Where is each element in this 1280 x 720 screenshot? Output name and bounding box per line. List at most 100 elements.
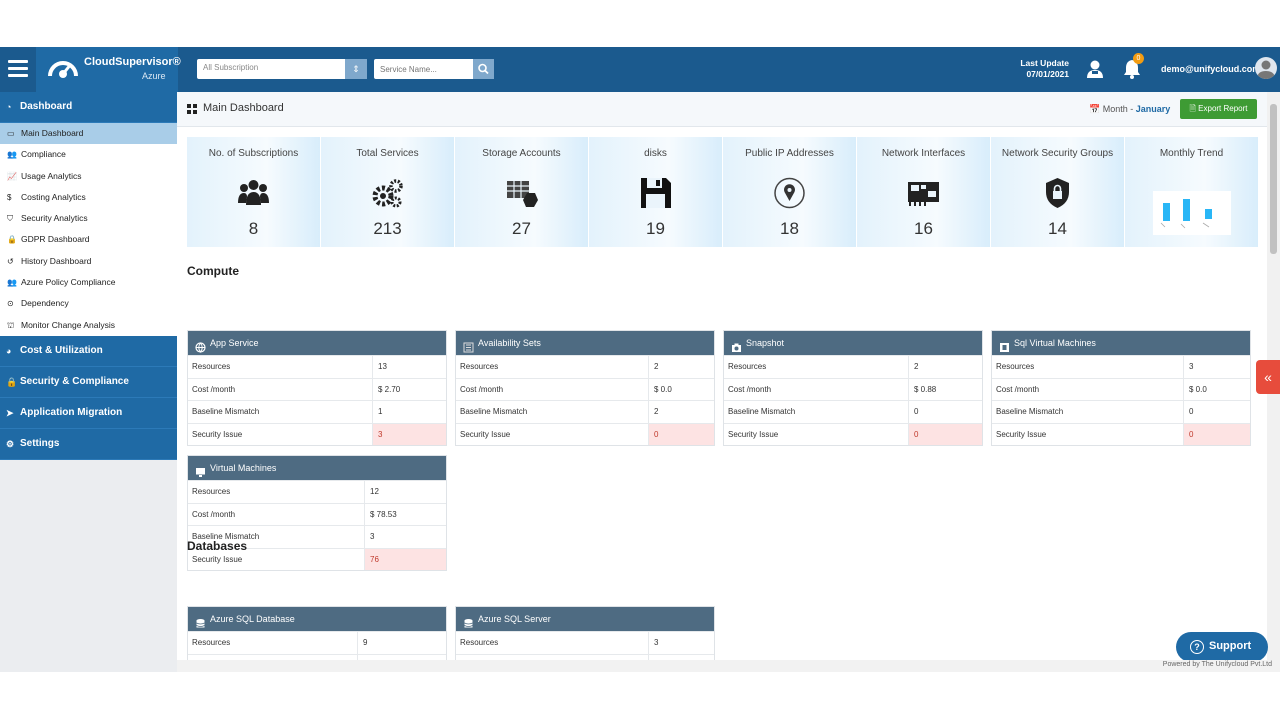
user-admin-icon[interactable] bbox=[1086, 59, 1104, 79]
row-label: Resources bbox=[728, 362, 767, 371]
monitor-icon: ▭ bbox=[7, 129, 15, 138]
sidebar-section-security-compliance[interactable]: 🔒 Security & Compliance bbox=[0, 366, 177, 398]
subscription-select-value: All Subscription bbox=[203, 63, 259, 72]
card-row-resources: Resources 2 bbox=[456, 355, 714, 378]
sidebar-item-dependency[interactable]: ⊙ Dependency bbox=[0, 293, 177, 314]
tile-total-services[interactable]: Total Services 213 bbox=[321, 137, 454, 247]
tile-label: Monthly Trend bbox=[1159, 148, 1224, 159]
card-row-resources: Resources 12 bbox=[188, 480, 446, 503]
logo[interactable]: CloudSupervisor® Azure bbox=[36, 47, 181, 92]
subscription-select[interactable]: All Subscription ⇕ bbox=[197, 59, 367, 79]
service-name-input[interactable] bbox=[374, 59, 478, 79]
cloud-gauge-icon bbox=[48, 61, 78, 78]
card-sql-virtual-machines: Sql Virtual Machines Resources 3 Cost /mont… bbox=[991, 330, 1251, 446]
card-header[interactable]: App Service bbox=[188, 331, 446, 355]
database-vm-icon bbox=[999, 338, 1010, 362]
row-value[interactable]: 3 bbox=[1183, 356, 1250, 378]
row-value[interactable]: 2 bbox=[648, 356, 714, 378]
sidebar-item-monitor-change-analysis[interactable]: ⛫ Monitor Change Analysis bbox=[0, 315, 177, 336]
sidebar-section-settings[interactable]: ⚙ Settings bbox=[0, 428, 177, 460]
row-value[interactable]: 0 bbox=[908, 423, 982, 445]
card-header[interactable]: Availability Sets bbox=[456, 331, 714, 355]
card-header[interactable]: Virtual Machines bbox=[188, 456, 446, 480]
desktop-icon bbox=[195, 463, 206, 487]
security-shield-icon bbox=[1041, 177, 1074, 209]
databases-section-title: Databases bbox=[187, 539, 248, 553]
lock-icon: 🔒 bbox=[7, 235, 17, 245]
row-value[interactable]: 13 bbox=[372, 356, 446, 378]
row-value[interactable]: 0 bbox=[1183, 423, 1250, 445]
row-value[interactable]: 76 bbox=[364, 548, 446, 570]
page-header: Main Dashboard 📅 Month - January 🗎 Expor… bbox=[177, 92, 1267, 127]
row-value: $ 0.0 bbox=[1183, 378, 1250, 400]
row-value[interactable]: 12 bbox=[364, 481, 446, 503]
export-report-label: Export Report bbox=[1198, 104, 1248, 113]
sidebar-section-application-migration[interactable]: ➤ Application Migration bbox=[0, 397, 177, 429]
sidebar-item-gdpr-dashboard[interactable]: 🔒 GDPR Dashboard bbox=[0, 229, 177, 250]
camera-icon bbox=[731, 338, 742, 362]
updown-caret-icon[interactable]: ⇕ bbox=[345, 59, 367, 79]
card-title: Availability Sets bbox=[478, 338, 541, 348]
scrollbar-thumb[interactable] bbox=[1270, 104, 1277, 254]
card-title: Snapshot bbox=[746, 338, 785, 348]
tile-storage-accounts[interactable]: Storage Accounts 27 bbox=[455, 137, 588, 247]
sidebar-item-compliance[interactable]: 👥 Compliance bbox=[0, 144, 177, 165]
sidebar-section-cost-utilization[interactable]: ◕ Cost & Utilization bbox=[0, 335, 177, 367]
row-label: Baseline Mismatch bbox=[460, 407, 528, 416]
row-value: 1 bbox=[372, 401, 446, 423]
card-row-cost: Cost /month $ 0.0 bbox=[992, 377, 1250, 400]
hamburger-menu-icon[interactable] bbox=[8, 60, 28, 78]
card-header[interactable]: Azure SQL Server bbox=[456, 607, 714, 631]
row-label: Cost /month bbox=[728, 384, 772, 394]
row-value[interactable]: 2 bbox=[908, 356, 982, 378]
sidebar-item-costing-analytics[interactable]: $ Costing Analytics bbox=[0, 187, 177, 208]
row-value: $ 136.77 bbox=[357, 654, 446, 660]
sidebar-section-dashboard[interactable]: ◔ Dashboard bbox=[0, 92, 177, 123]
users-group-icon bbox=[237, 177, 270, 209]
export-report-button[interactable]: 🗎 Export Report bbox=[1180, 99, 1257, 119]
collapse-panel-button[interactable]: « bbox=[1256, 360, 1280, 394]
card-title: Virtual Machines bbox=[210, 463, 277, 473]
floppy-disk-icon bbox=[639, 177, 672, 209]
card-row-security: Security Issue 3 bbox=[188, 422, 446, 445]
row-value[interactable]: 3 bbox=[372, 423, 446, 445]
support-button[interactable]: ? Support bbox=[1176, 632, 1268, 662]
trend-chart-icon bbox=[1153, 191, 1231, 235]
top-bar: CloudSupervisor® Azure All Subscription … bbox=[0, 47, 1280, 92]
sidebar-item-history-dashboard[interactable]: ↺ History Dashboard bbox=[0, 251, 177, 272]
sidebar: ◔ Dashboard ▭ Main Dashboard 👥 Compliance 📈 U… bbox=[0, 92, 177, 672]
database-icon bbox=[463, 614, 474, 638]
sidebar-item-usage-analytics[interactable]: 📈 Usage Analytics bbox=[0, 166, 177, 187]
sidebar-item-label: GDPR Dashboard bbox=[21, 234, 90, 245]
tile-monthly-trend[interactable]: Monthly Trend bbox=[1125, 137, 1258, 247]
row-value[interactable]: 9 bbox=[357, 632, 446, 654]
card-header[interactable]: Snapshot bbox=[724, 331, 982, 355]
row-label: Baseline Mismatch bbox=[192, 407, 260, 416]
calendar-icon: 📅 bbox=[1089, 104, 1101, 114]
tile-label: disks bbox=[644, 148, 667, 159]
row-value[interactable]: 3 bbox=[648, 632, 714, 654]
card-header[interactable]: Azure SQL Database bbox=[188, 607, 446, 631]
card-header[interactable]: Sql Virtual Machines bbox=[992, 331, 1250, 355]
tile-network-interfaces[interactable]: Network Interfaces 16 bbox=[857, 137, 990, 247]
sidebar-item-main-dashboard[interactable]: ▭ Main Dashboard bbox=[0, 123, 177, 145]
tile-public-ip-addresses[interactable]: Public IP Addresses 18 bbox=[723, 137, 856, 247]
avatar[interactable] bbox=[1255, 57, 1277, 79]
card-row-resources: Resources 13 bbox=[188, 355, 446, 378]
search-button[interactable] bbox=[473, 59, 494, 79]
file-export-icon: 🗎 bbox=[1189, 104, 1196, 113]
tile-no-of-subscriptions[interactable]: No. of Subscriptions 8 bbox=[187, 137, 320, 247]
month-filter[interactable]: 📅 Month - January bbox=[1089, 104, 1170, 115]
tile-disks[interactable]: disks 19 bbox=[589, 137, 722, 247]
sidebar-item-security-analytics[interactable]: ⛉ Security Analytics bbox=[0, 208, 177, 229]
powered-by-text: Powered by The Unifycloud Pvt.Ltd bbox=[1162, 661, 1272, 668]
tile-network-security-groups[interactable]: Network Security Groups 14 bbox=[991, 137, 1124, 247]
summary-tiles: No. of Subscriptions 8 Total Services 213 St… bbox=[187, 137, 1258, 247]
user-email[interactable]: demo@unifycloud.com bbox=[1161, 64, 1261, 74]
sidebar-section-label: Dashboard bbox=[20, 101, 73, 112]
card-virtual-machines: Virtual Machines Resources 12 Cost /month $ … bbox=[187, 455, 447, 571]
row-value[interactable]: 0 bbox=[648, 423, 714, 445]
users-icon: 👥 bbox=[7, 278, 17, 288]
row-value: 3 bbox=[364, 526, 446, 548]
sidebar-item-azure-policy-compliance[interactable]: 👥 Azure Policy Compliance bbox=[0, 272, 177, 293]
